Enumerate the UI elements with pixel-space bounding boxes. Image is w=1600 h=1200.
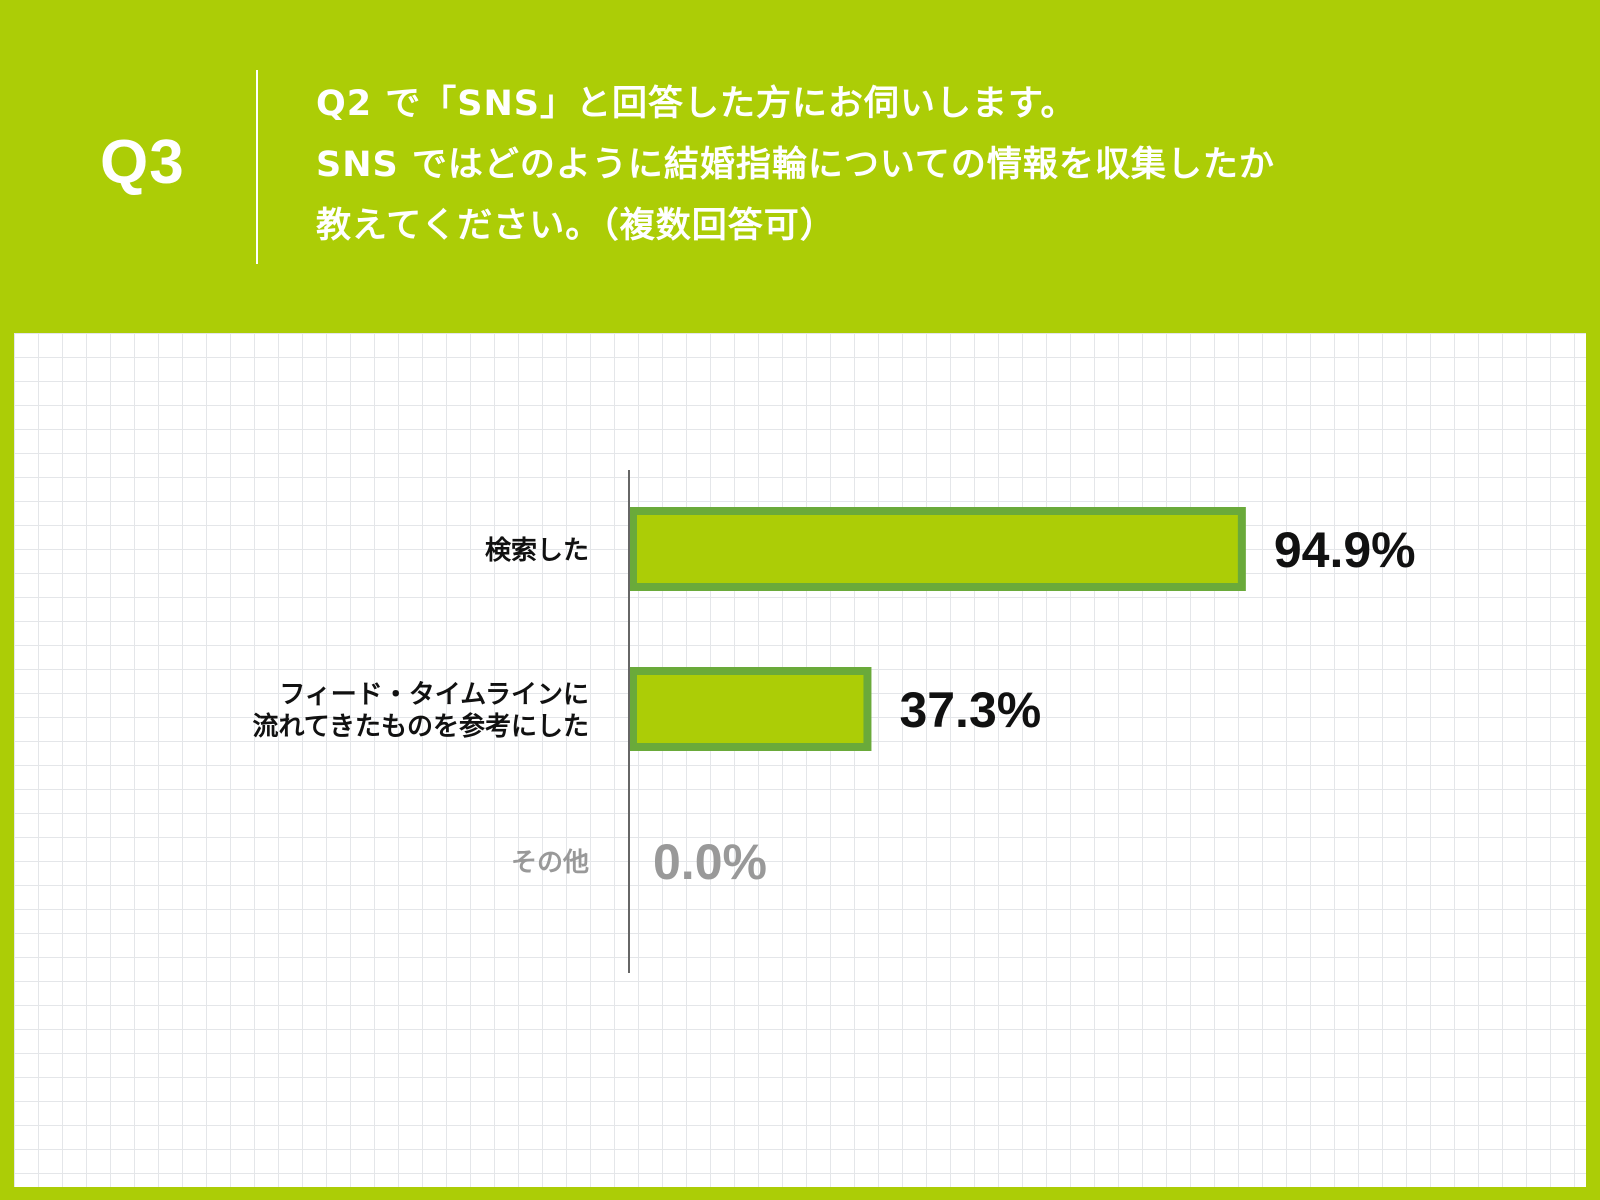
- question-line: Q2 で「SNS」と回答した方にお伺いします。: [316, 84, 1077, 124]
- data-label: 0.0%: [653, 834, 767, 890]
- question-header: Q3 Q2 で「SNS」と回答した方にお伺いします。 SNS ではどのように結婚…: [0, 0, 1600, 333]
- question-text: Q2 で「SNS」と回答した方にお伺いします。 SNS ではどのように結婚指輪に…: [316, 74, 1556, 257]
- bar: [629, 667, 872, 751]
- header-divider: [256, 70, 258, 264]
- category-label: その他: [511, 848, 589, 878]
- bar: [629, 507, 1246, 591]
- category-label: 検索した: [485, 536, 589, 566]
- category-label: フィード・タイムラインに: [279, 680, 589, 710]
- question-line: 教えてください。（複数回答可）: [316, 206, 836, 246]
- question-line: SNS ではどのように結婚指輪についての情報を収集したか: [316, 145, 1275, 185]
- data-label: 94.9%: [1274, 522, 1416, 578]
- data-label: 37.3%: [899, 682, 1041, 738]
- category-label: 流れてきたものを参考にした: [253, 711, 589, 742]
- chart-panel: 検索した 94.9% フィード・タイムラインに 流れてきたものを参考にした 37.3% そ…: [14, 333, 1586, 1187]
- question-number: Q3: [100, 128, 185, 197]
